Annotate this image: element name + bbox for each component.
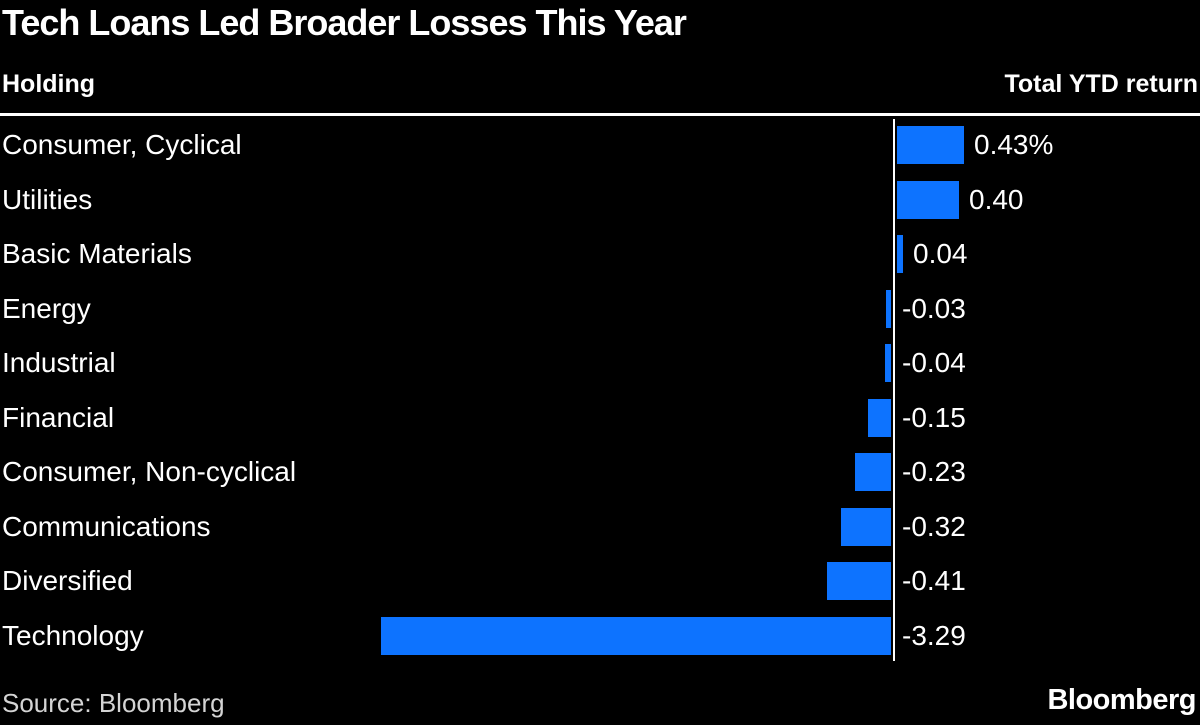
value-label: -0.23 <box>902 456 966 487</box>
value-label: -0.32 <box>902 510 966 542</box>
value-label: -0.41 <box>902 565 966 596</box>
bloomberg-logo: Bloomberg <box>1047 684 1196 716</box>
bar <box>827 562 891 600</box>
chart-rows: Consumer, Cyclical 0.43% Utilities 0.40 Basi… <box>0 118 1200 663</box>
row-label: Industrial <box>2 347 116 378</box>
header-rule <box>0 113 1200 116</box>
column-headers: Holding Total YTD return <box>2 70 1198 99</box>
row-label: Communications <box>2 510 211 542</box>
bar-row: Communications -0.32 <box>0 500 1200 555</box>
source-label: Source: Bloomberg <box>2 688 225 718</box>
bar-row: Financial -0.15 <box>0 391 1200 446</box>
row-label: Consumer, Non-cyclical <box>2 456 297 487</box>
zero-axis-line <box>893 119 895 661</box>
bar-row: Consumer, Non-cyclical -0.23 <box>0 445 1200 500</box>
bar <box>855 453 891 491</box>
bar-row: Basic Materials 0.04 <box>0 227 1200 282</box>
row-label: Energy <box>2 292 91 324</box>
bar-row: Energy -0.03 <box>0 282 1200 337</box>
column-header-ytd-return: Total YTD return <box>1004 70 1198 98</box>
row-label: Consumer, Cyclical <box>2 129 242 160</box>
bar <box>885 344 891 382</box>
bar <box>381 616 891 655</box>
row-label: Basic Materials <box>2 238 192 269</box>
bar <box>886 289 891 328</box>
row-label: Utilities <box>2 183 93 215</box>
bar-row: Utilities 0.40 <box>0 173 1200 228</box>
row-label: Financial <box>2 401 115 433</box>
value-label: 0.40 <box>969 183 1024 215</box>
row-label: Technology <box>2 619 144 651</box>
value-label: 0.43% <box>974 129 1054 160</box>
value-label: -0.04 <box>902 347 966 378</box>
bar-row: Technology -3.29 <box>0 609 1200 664</box>
chart-title: Tech Loans Led Broader Losses This Year <box>2 2 687 43</box>
bar <box>897 126 964 164</box>
value-label: -0.15 <box>902 401 966 433</box>
bar <box>868 398 891 437</box>
value-label: -0.03 <box>902 292 966 324</box>
value-label: 0.04 <box>913 238 968 269</box>
bar <box>841 507 891 546</box>
bar-row: Industrial -0.04 <box>0 336 1200 391</box>
bar <box>897 180 959 219</box>
bar <box>897 235 903 273</box>
chart-area: Consumer, Cyclical 0.43% Utilities 0.40 Basi… <box>0 118 1200 663</box>
column-header-holding: Holding <box>2 70 96 98</box>
bar-row: Consumer, Cyclical 0.43% <box>0 118 1200 173</box>
bar-row: Diversified -0.41 <box>0 554 1200 609</box>
value-label: -3.29 <box>902 619 966 651</box>
row-label: Diversified <box>2 565 133 596</box>
